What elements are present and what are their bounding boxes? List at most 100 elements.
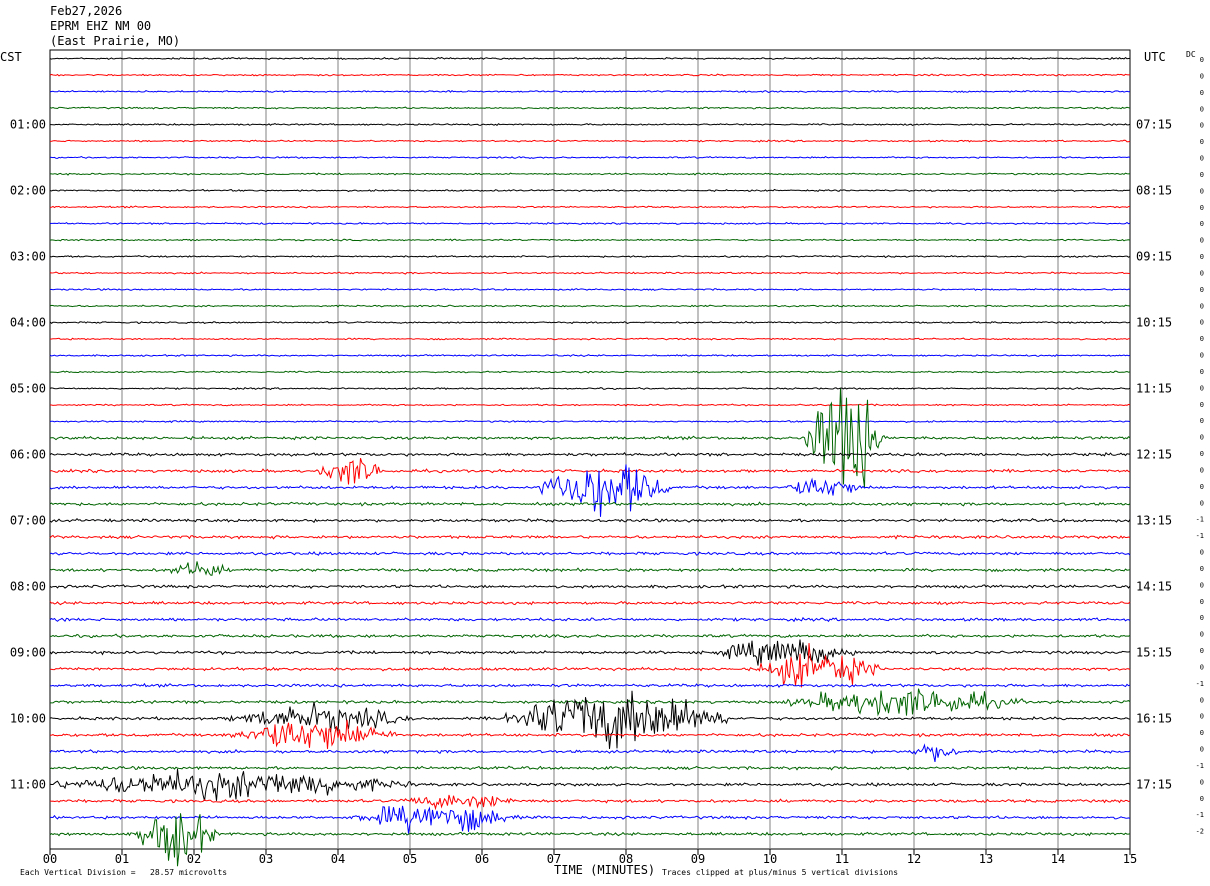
- cst-hour-label: 02:00: [10, 184, 46, 198]
- cst-hour-label: 06:00: [10, 448, 46, 462]
- dc-offset-label: 0: [1200, 187, 1204, 195]
- x-tick-label: 03: [259, 852, 273, 866]
- dc-offset-label: 0: [1200, 549, 1204, 557]
- scale-text: Each Vertical Division = 28.57 microvolt…: [20, 868, 228, 877]
- x-tick-label: 04: [331, 852, 345, 866]
- dc-offset-label: 0: [1200, 89, 1204, 97]
- x-tick-label: 09: [691, 852, 705, 866]
- trace-red: [49, 600, 1131, 606]
- trace-red: [49, 337, 1131, 341]
- dc-offset-label: 0: [1200, 269, 1204, 277]
- x-tick-label: 12: [907, 852, 921, 866]
- trace-red: [50, 403, 1131, 407]
- trace-black: [50, 123, 1131, 127]
- trace-blue: [50, 805, 1131, 834]
- dc-offset-label: 0: [1200, 598, 1204, 606]
- dc-offset-label: 0: [1200, 483, 1204, 491]
- x-tick-label: 02: [187, 852, 201, 866]
- trace-green: [49, 388, 1131, 488]
- trace-blue: [49, 616, 1131, 623]
- dc-offset-label: -1: [1196, 811, 1204, 819]
- dc-label: DC: [1186, 50, 1196, 59]
- x-tick-label: 10: [763, 852, 777, 866]
- x-tick-label: 14: [1051, 852, 1065, 866]
- utc-hour-label: 12:15: [1136, 448, 1172, 462]
- trace-black: [49, 386, 1131, 391]
- x-tick-label: 06: [475, 852, 489, 866]
- dc-offset-label: 0: [1200, 614, 1204, 622]
- trace-black: [49, 690, 1131, 749]
- dc-offset-label: 0: [1200, 631, 1204, 639]
- trace-green: [49, 561, 1131, 576]
- cst-hour-label: 01:00: [10, 118, 46, 132]
- trace-black: [49, 255, 1131, 259]
- trace-green: [49, 813, 1131, 867]
- cst-hour-label: 11:00: [10, 778, 46, 792]
- x-axis-title: TIME (MINUTES): [554, 863, 656, 877]
- dc-offset-label: 0: [1200, 663, 1204, 671]
- utc-hour-label: 08:15: [1136, 184, 1172, 198]
- trace-green: [49, 106, 1131, 110]
- trace-green: [50, 688, 1131, 717]
- dc-offset-label: 0: [1200, 204, 1204, 212]
- trace-black: [49, 584, 1131, 590]
- dc-offset-label: 0: [1200, 417, 1204, 425]
- dc-offset-label: 0: [1200, 499, 1204, 507]
- trace-blue: [49, 682, 1131, 688]
- clip-text: Traces clipped at plus/minus 5 vertical …: [662, 868, 899, 877]
- x-tick-label: 13: [979, 852, 993, 866]
- dc-offset-label: -1: [1196, 532, 1204, 540]
- trace-red: [49, 643, 1131, 688]
- x-tick-label: 08: [619, 852, 633, 866]
- dc-offset-label: 0: [1200, 746, 1204, 754]
- utc-hour-label: 15:15: [1136, 646, 1172, 660]
- utc-label: UTC: [1144, 50, 1166, 64]
- dc-offset-label: 0: [1200, 237, 1204, 245]
- trace-black: [49, 320, 1131, 325]
- x-tick-label: 07: [547, 852, 561, 866]
- x-tick-label: 01: [115, 852, 129, 866]
- header-station: EPRM EHZ NM 00: [50, 19, 152, 33]
- dc-offset-label: -1: [1196, 680, 1204, 688]
- trace-red: [49, 458, 1131, 485]
- dc-offset-label: -1: [1196, 516, 1204, 524]
- dc-offset-label: 0: [1200, 434, 1204, 442]
- utc-hour-label: 17:15: [1136, 778, 1172, 792]
- trace-black: [49, 639, 1131, 666]
- utc-hour-label: 14:15: [1136, 580, 1172, 594]
- dc-offset-label: 0: [1200, 286, 1204, 294]
- trace-blue: [49, 287, 1131, 292]
- dc-offset-label: 0: [1200, 171, 1204, 179]
- trace-black: [49, 768, 1131, 801]
- utc-hour-label: 16:15: [1136, 712, 1172, 726]
- utc-hour-label: 07:15: [1136, 118, 1172, 132]
- dc-offset-label: 0: [1200, 581, 1204, 589]
- trace-red: [49, 73, 1131, 77]
- header-date: Feb27,2026: [50, 4, 123, 18]
- trace-green: [49, 172, 1131, 176]
- dc-offset-label: 0: [1200, 220, 1204, 228]
- dc-offset-label: 0: [1200, 565, 1204, 573]
- dc-offset-label: 0: [1200, 384, 1204, 392]
- trace-red: [49, 271, 1131, 275]
- trace-black: [49, 56, 1131, 61]
- header-location: (East Prairie, MO): [50, 34, 181, 48]
- cst-hour-label: 09:00: [10, 646, 46, 660]
- trace-green: [49, 304, 1131, 308]
- trace-red: [49, 719, 1131, 749]
- dc-offset-label: 0: [1200, 56, 1204, 64]
- plot-frame: [49, 49, 1131, 850]
- trace-black: [49, 517, 1131, 524]
- trace-blue: [49, 419, 1131, 424]
- dc-offset-label: 0: [1200, 105, 1204, 113]
- cst-label: CST: [0, 50, 22, 64]
- cst-hour-label: 04:00: [10, 316, 46, 330]
- dc-offset-label: 0: [1200, 302, 1204, 310]
- dc-offset-label: 0: [1200, 319, 1204, 327]
- trace-red: [49, 794, 1131, 811]
- trace-green: [49, 370, 1131, 374]
- dc-offset-label: -1: [1196, 762, 1204, 770]
- dc-offset-label: 0: [1200, 155, 1204, 163]
- trace-red: [49, 205, 1130, 209]
